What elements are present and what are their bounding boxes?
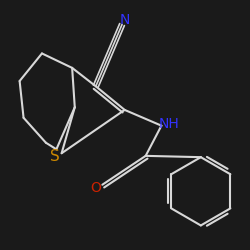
Text: NH: NH [159,117,180,131]
Text: N: N [120,13,130,27]
Text: S: S [50,149,60,164]
Text: O: O [90,181,101,195]
